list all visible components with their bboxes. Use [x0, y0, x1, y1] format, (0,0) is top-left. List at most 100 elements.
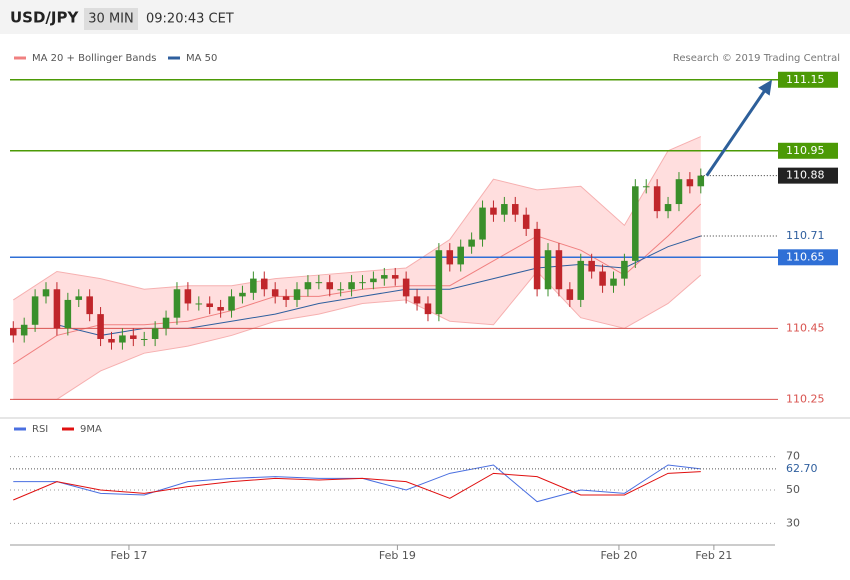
- candle-body: [20, 324, 28, 336]
- rsi-tick-label: 30: [786, 516, 800, 529]
- candle-body: [632, 186, 639, 261]
- rsi-line: [13, 464, 701, 503]
- chart-title: USD/JPY: [10, 9, 79, 27]
- candle-body: [642, 186, 650, 188]
- candle-body: [315, 282, 323, 284]
- candle-body: [42, 289, 50, 297]
- band-upper: [13, 136, 701, 301]
- forecast-arrow-head: [758, 79, 772, 96]
- candle-body: [511, 204, 519, 215]
- level-label-bg: [778, 142, 838, 159]
- candle-body: [686, 179, 694, 187]
- legend-label: 9MA: [80, 424, 102, 435]
- candle-body: [577, 260, 585, 300]
- candle-body: [86, 296, 93, 315]
- level-label-bg: [778, 249, 838, 266]
- candle-body: [304, 282, 312, 290]
- candle-body: [326, 282, 334, 290]
- candle-body: [424, 303, 432, 315]
- candle-body: [239, 292, 246, 297]
- candle-body: [217, 307, 224, 311]
- candle-body: [391, 275, 399, 279]
- forecast-arrow: [705, 87, 768, 177]
- candle-body: [490, 207, 497, 215]
- candle-body: [664, 204, 672, 212]
- candle-body: [435, 250, 443, 315]
- candle-body: [413, 296, 421, 304]
- candle-body: [162, 317, 170, 329]
- credit: Research © 2019 Trading Central: [673, 53, 840, 64]
- marker-bg: [778, 167, 838, 184]
- time: 09:20:43 CET: [146, 12, 234, 27]
- bollinger-band: [13, 136, 701, 400]
- rsi-tick-label: 50: [786, 483, 800, 496]
- x-tick-label: Feb 20: [600, 549, 637, 562]
- candle-body: [533, 228, 541, 290]
- x-tick-label: Feb 21: [695, 549, 732, 562]
- candle-body: [108, 338, 115, 343]
- candle-body: [260, 278, 268, 290]
- candle-body: [293, 289, 301, 300]
- interval: 30 MIN: [88, 12, 133, 27]
- candle-body: [697, 175, 705, 187]
- candle-body: [206, 303, 213, 308]
- rsi-last-label: 62.70: [786, 462, 818, 475]
- candle-body: [522, 214, 530, 229]
- candle-body: [64, 299, 72, 329]
- band-lower: [13, 270, 702, 400]
- marker-label: 110.88: [786, 169, 825, 182]
- candle-body: [337, 289, 344, 291]
- candle-body: [359, 282, 366, 284]
- candle-body: [195, 303, 203, 305]
- candle-body: [250, 278, 257, 293]
- candle-body: [173, 289, 181, 318]
- candle-body: [653, 186, 661, 212]
- candle-body: [10, 328, 17, 336]
- candle-body: [31, 296, 39, 325]
- candle-body: [544, 250, 552, 290]
- legend-label: MA 20 + Bollinger Bands: [32, 53, 156, 64]
- candle-body: [501, 204, 508, 215]
- candle-body: [675, 179, 683, 205]
- candle-body: [599, 271, 606, 286]
- candle-body: [97, 314, 104, 339]
- candle-body: [555, 250, 563, 290]
- candle-body: [228, 296, 235, 311]
- candle-body: [282, 296, 290, 300]
- legend-label: MA 50: [186, 53, 217, 64]
- candle-body: [381, 275, 388, 279]
- candle-body: [348, 282, 355, 290]
- candle-body: [271, 289, 279, 297]
- candle-body: [53, 289, 61, 329]
- header-bar: [0, 0, 850, 34]
- candle-body: [119, 335, 126, 343]
- interval-box: [84, 8, 138, 30]
- candle-body: [151, 328, 159, 339]
- rsi-tick-label: 70: [786, 450, 800, 463]
- marker-label: 110.71: [786, 229, 825, 242]
- candle-body: [370, 278, 377, 283]
- candle-body: [184, 289, 192, 304]
- level-label: 110.45: [786, 321, 825, 334]
- candle-body: [610, 278, 617, 286]
- candle-body: [588, 260, 595, 272]
- candle-body: [446, 250, 454, 265]
- candle-body: [479, 207, 486, 240]
- candle-body: [457, 246, 464, 265]
- candle-body: [75, 296, 83, 300]
- level-label-bg: [778, 71, 838, 88]
- candle-body: [140, 338, 148, 340]
- level-label: 111.15: [786, 73, 825, 86]
- candle-body: [468, 239, 475, 247]
- candle-body: [621, 260, 628, 279]
- x-tick-label: Feb 17: [110, 549, 147, 562]
- rsi-line: [13, 471, 701, 501]
- candle-body: [402, 278, 410, 297]
- x-tick-label: Feb 19: [379, 549, 416, 562]
- legend-label: RSI: [32, 424, 48, 435]
- level-label: 110.95: [786, 144, 825, 157]
- level-label: 110.25: [786, 392, 825, 405]
- level-label: 110.65: [786, 250, 825, 263]
